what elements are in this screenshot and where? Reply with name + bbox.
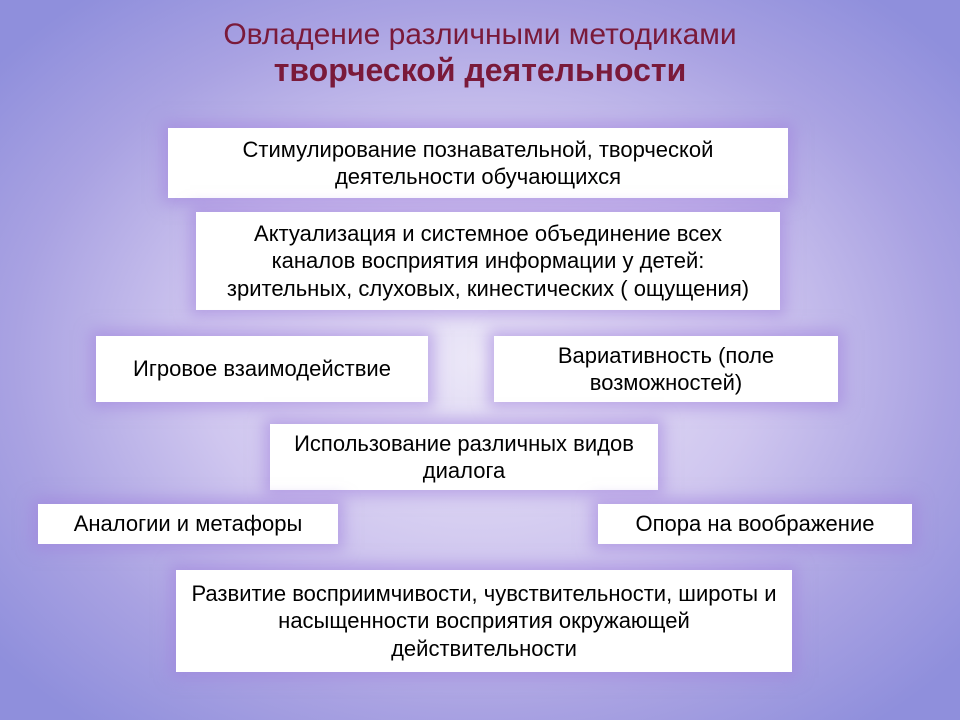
info-box-analog: Аналогии и метафоры [38,504,338,544]
info-box-igrov: Игровое взаимодействие [96,336,428,402]
slide-content: Овладение различными методиками творческ… [0,0,960,720]
info-box-razvit: Развитие восприимчивости, чувствительнос… [176,570,792,672]
info-box-dialog: Использование различных видов диалога [270,424,658,490]
slide-title: Овладение различными методиками творческ… [0,0,960,99]
info-box-aktual: Актуализация и системное объединение все… [196,212,780,310]
info-box-variat: Вариативность (поле возможностей) [494,336,838,402]
info-box-stim: Стимулирование познавательной, творческо… [168,128,788,198]
title-line-2: творческой деятельности [0,52,960,89]
title-line-1: Овладение различными методиками [0,18,960,52]
info-box-opora: Опора на воображение [598,504,912,544]
